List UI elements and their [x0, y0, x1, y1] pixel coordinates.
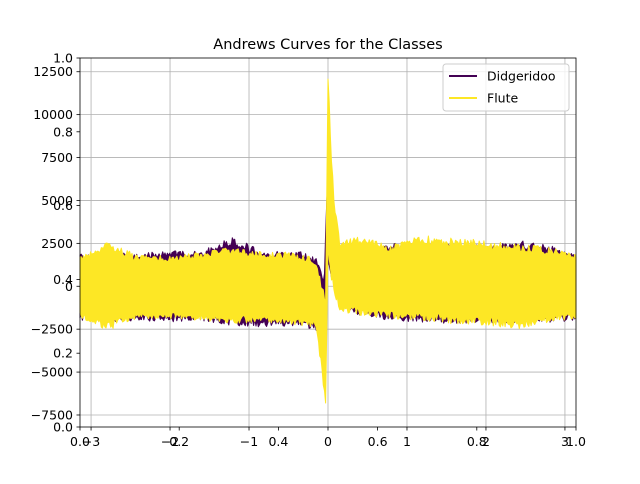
y-tick-label: −7500 [31, 407, 73, 422]
x-tick-label: 3 [561, 434, 569, 449]
y-tick-label: −2500 [31, 322, 73, 337]
y-tick-label: 12500 [33, 64, 73, 79]
y-tick-label: 5000 [41, 193, 73, 208]
overlay-y-tick-label: 0.4 [53, 272, 73, 287]
legend-label-flute: Flute [487, 91, 518, 106]
x-tick-label: −3 [82, 434, 100, 449]
legend-label-didgeridoo: Didgeridoo [487, 69, 556, 84]
y-tick-label: 7500 [41, 150, 73, 165]
overlay-x-tick-label: 1.0 [566, 434, 586, 449]
overlay-x-tick-label: 0.6 [368, 434, 388, 449]
overlay-y-tick-label: 0.0 [53, 420, 73, 435]
y-tick-label: 10000 [33, 107, 73, 122]
x-tick-label: 0 [324, 434, 332, 449]
overlay-x-tick-label: 0.4 [268, 434, 288, 449]
x-tick-label: −2 [161, 434, 179, 449]
overlay-y-tick-label: 0.8 [53, 124, 73, 139]
chart-title: Andrews Curves for the Classes [213, 37, 442, 53]
x-tick-label: 1 [403, 434, 411, 449]
overlay-x-tick-label: 0.8 [467, 434, 487, 449]
x-tick-label: 2 [482, 434, 490, 449]
y-tick-label: 0 [65, 279, 73, 294]
overlay-x-tick-label: 0.2 [169, 434, 189, 449]
legend: Didgeridoo Flute [442, 63, 570, 112]
overlay-y-tick-label: 0.2 [53, 346, 73, 361]
overlay-y-tick-label: 1.0 [53, 51, 73, 66]
overlay-y-tick-label: 0.6 [53, 198, 73, 213]
overlay-x-tick-label: 0.0 [70, 434, 90, 449]
y-tick-label: 2500 [41, 236, 73, 251]
x-tick-label: −1 [240, 434, 258, 449]
tick-layer: 0.0 0.2 0.4 0.6 0.8 1.0 0.0 0.2 0.4 0.6 0.8 1.0 −3 −2… [31, 51, 586, 450]
y-tick-label: −5000 [31, 365, 73, 380]
